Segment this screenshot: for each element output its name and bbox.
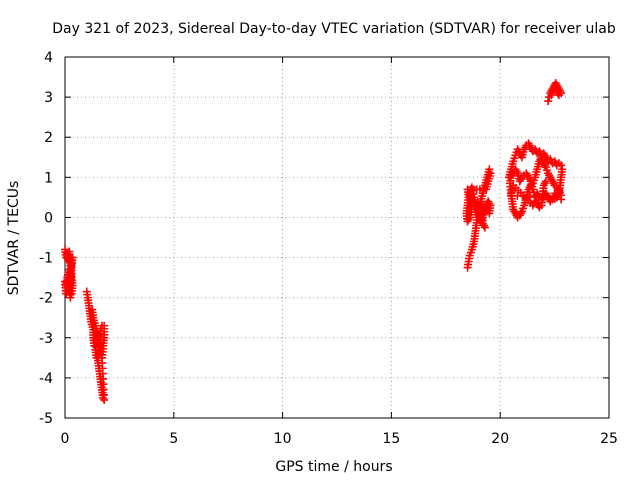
data-point-marker	[548, 87, 557, 96]
grid	[65, 57, 609, 418]
plot-frame	[64, 56, 610, 419]
x-tick-label: 20	[491, 431, 509, 447]
data-point-marker	[541, 177, 550, 186]
y-axis-label: SDTVAR / TECUs	[6, 181, 22, 296]
x-tick-label: 10	[274, 431, 292, 447]
chart-title: Day 321 of 2023, Sidereal Day-to-day VTE…	[52, 21, 616, 37]
data-point-marker	[68, 253, 77, 262]
data-point-marker	[66, 293, 75, 302]
x-tick-label: 25	[600, 431, 618, 447]
data-point-marker	[88, 305, 97, 314]
y-tick-label: -4	[39, 371, 53, 387]
x-tick-label: 15	[382, 431, 400, 447]
data-point-marker	[480, 223, 489, 232]
data-points	[61, 79, 567, 404]
data-point-marker	[557, 161, 566, 170]
data-point-marker	[544, 97, 553, 106]
y-tick-label: -2	[39, 291, 53, 307]
data-point-marker	[485, 165, 494, 174]
axis-ticks	[64, 56, 610, 419]
data-point-marker	[547, 91, 556, 100]
x-tick-label: 5	[169, 431, 178, 447]
y-tick-label: 2	[44, 130, 53, 146]
x-tick-labels: 0 5 10 15 20 25	[61, 431, 618, 447]
y-tick-label: 4	[44, 50, 53, 66]
x-tick-label: 0	[61, 431, 70, 447]
x-axis-label: GPS time / hours	[275, 459, 392, 475]
y-tick-label: -3	[39, 331, 53, 347]
y-tick-label: 0	[44, 210, 53, 226]
y-tick-label: 3	[44, 90, 53, 106]
y-tick-labels: -5 -4 -3 -2 -1 0 1 2 3 4	[39, 50, 53, 427]
y-tick-label: -5	[39, 411, 53, 427]
y-tick-label: -1	[39, 251, 53, 267]
y-tick-label: 1	[44, 170, 53, 186]
